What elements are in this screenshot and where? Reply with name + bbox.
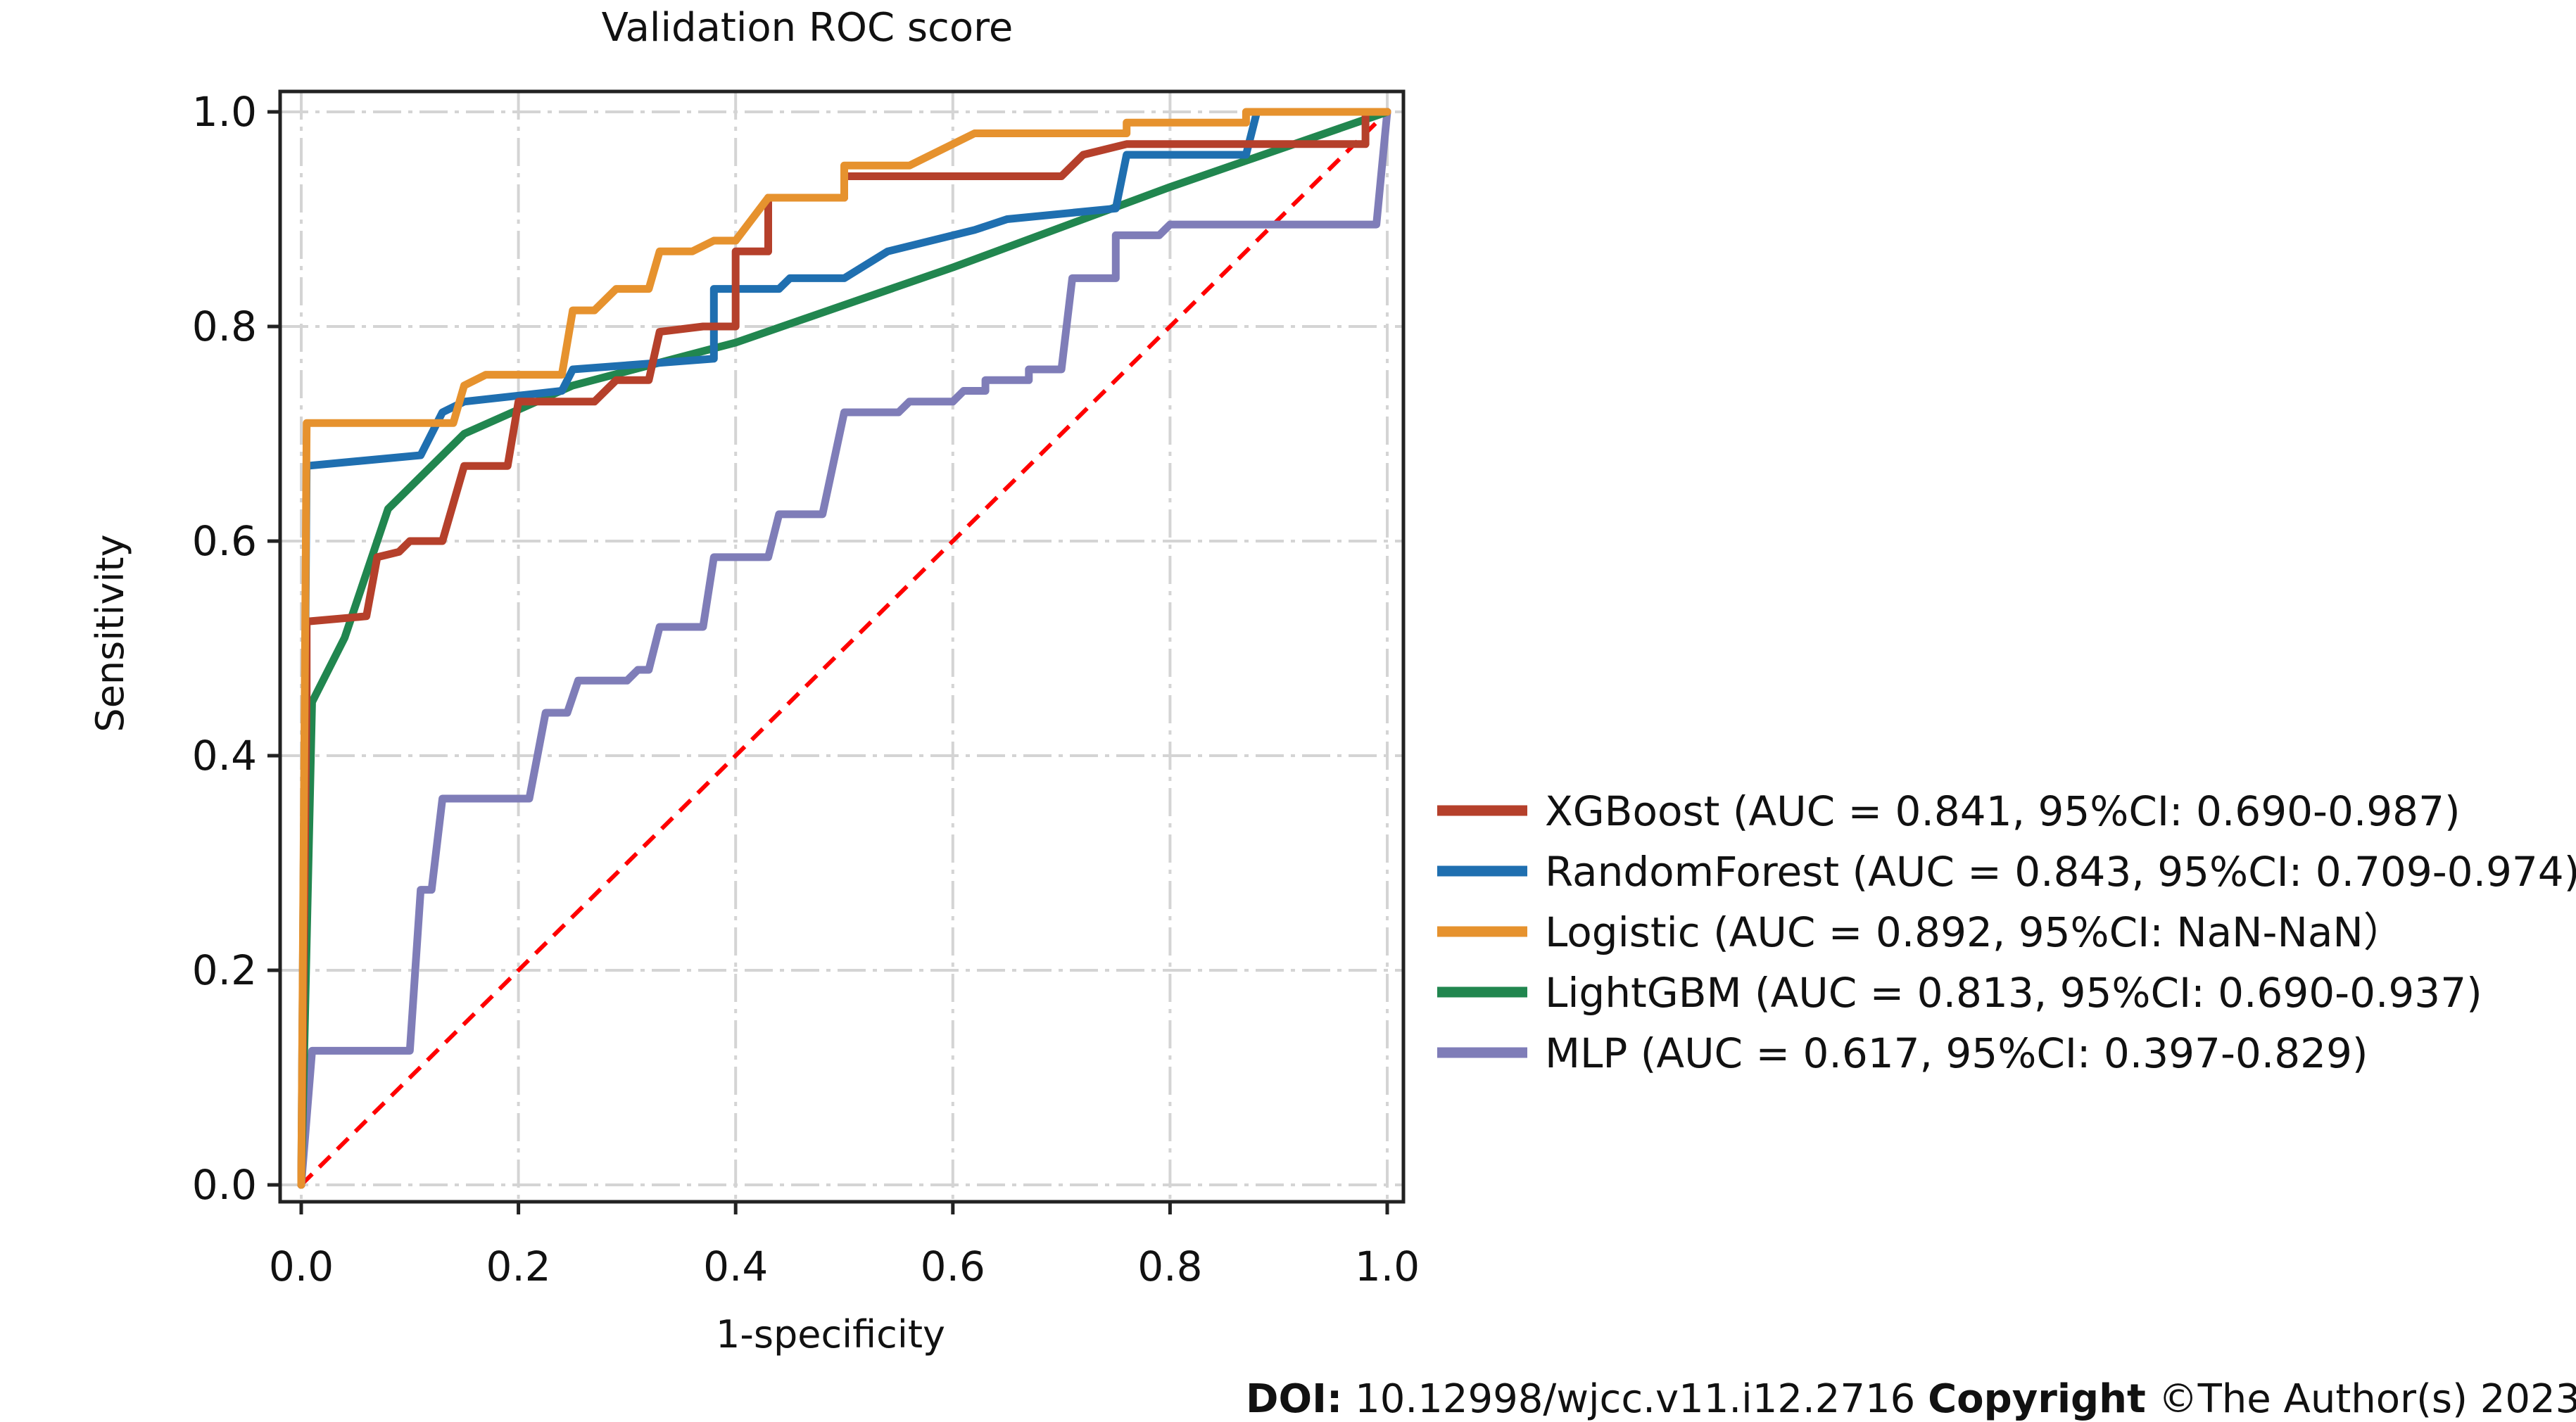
chance-line: [299, 110, 1389, 1187]
x-tick-label: 0.4: [703, 1243, 768, 1290]
legend-label: RandomForest (AUC = 0.843, 95%CI: 0.709-…: [1545, 848, 2576, 896]
series-line: [297, 108, 1391, 1189]
doi-label: DOI:: [1246, 1376, 1343, 1422]
legend-label: Logistic (AUC = 0.892, 95%CI: NaN-NaN）: [1545, 908, 2404, 956]
legend-label: LightGBM (AUC = 0.813, 95%CI: 0.690-0.93…: [1545, 969, 2482, 1017]
x-axis-label: 1-specificity: [716, 1312, 945, 1357]
series-line: [297, 108, 1391, 1189]
copyright-value: ©The Author(s) 2023.: [2145, 1376, 2576, 1422]
y-axis-label: Sensitivity: [88, 534, 132, 732]
y-tick-label: 0.4: [192, 732, 257, 780]
series-line: [297, 108, 1391, 1189]
y-tick-label: 1.0: [192, 88, 257, 136]
legend-label: MLP (AUC = 0.617, 95%CI: 0.397-0.829): [1545, 1029, 2368, 1077]
y-tick-label: 0.6: [192, 517, 257, 565]
doi-value: 10.12998/wjcc.v11.i12.2716: [1342, 1376, 1928, 1422]
x-tick-label: 0.0: [269, 1243, 334, 1290]
plot-frame: [278, 89, 1406, 1204]
x-tick-label: 0.2: [486, 1243, 550, 1290]
legend-label: XGBoost (AUC = 0.841, 95%CI: 0.690-0.987…: [1545, 787, 2461, 835]
y-tick-label: 0.8: [192, 303, 257, 350]
y-tick-label: 0.2: [192, 946, 257, 994]
x-tick-label: 0.6: [921, 1243, 985, 1290]
x-tick-label: 0.8: [1137, 1243, 1202, 1290]
chart-title: Validation ROC score: [602, 5, 1014, 51]
copyright-label: Copyright: [1928, 1376, 2146, 1422]
series-line: [297, 108, 1391, 1189]
y-tick-label: 0.0: [192, 1161, 257, 1209]
x-tick-label: 1.0: [1355, 1243, 1420, 1290]
doi-footer: DOI: 10.12998/wjcc.v11.i12.2716 Copyrigh…: [1246, 1376, 2576, 1422]
